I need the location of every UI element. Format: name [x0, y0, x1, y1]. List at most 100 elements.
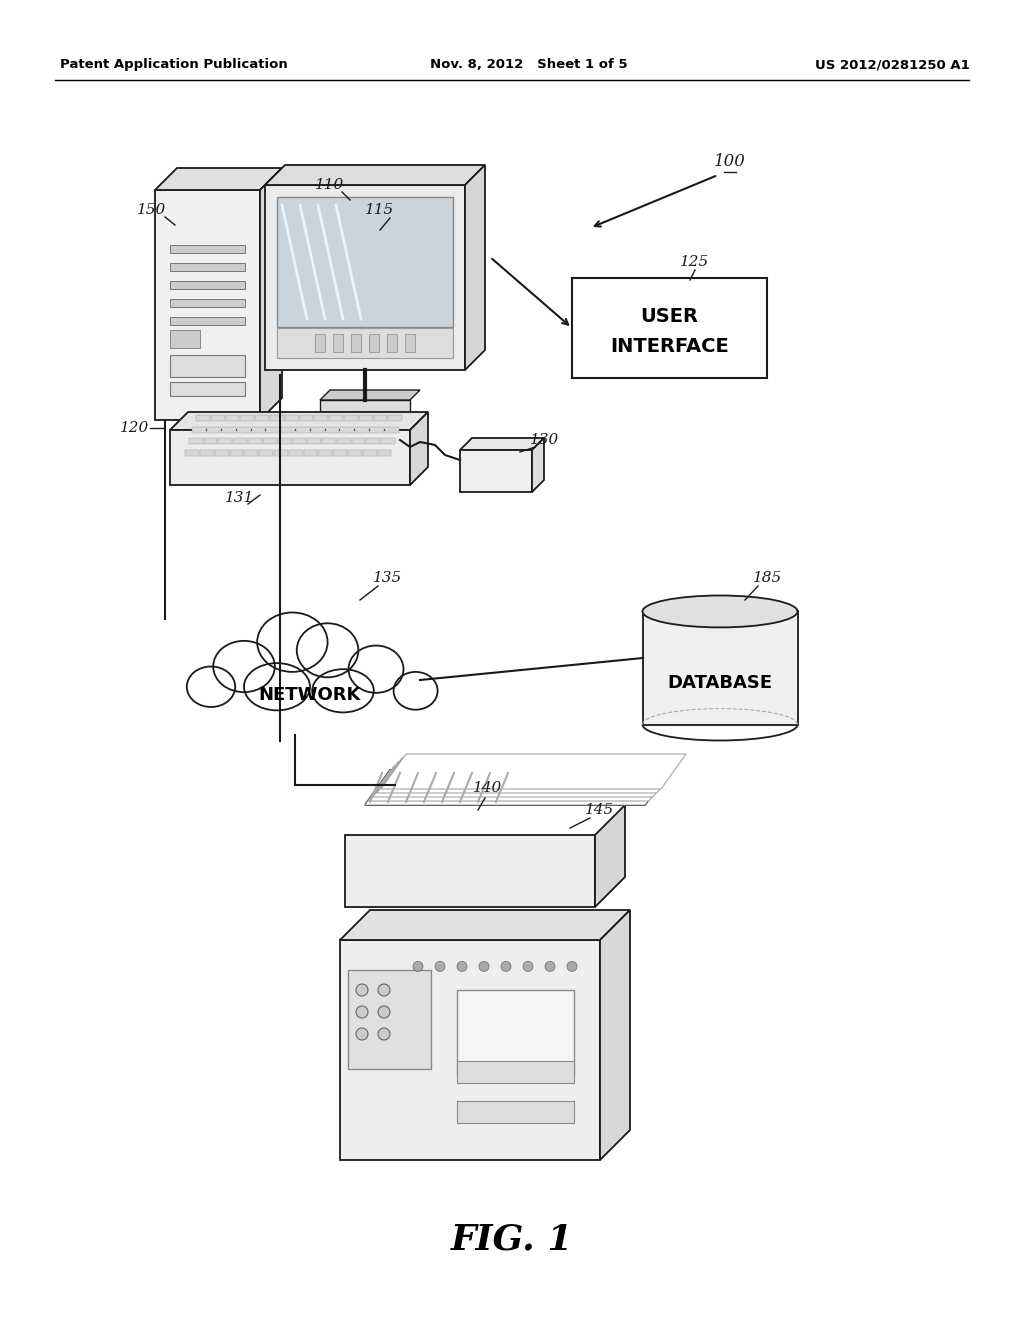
Bar	[457, 1061, 574, 1082]
Bar	[170, 355, 245, 378]
Polygon shape	[170, 412, 428, 430]
Polygon shape	[319, 389, 420, 400]
Polygon shape	[367, 438, 380, 445]
Circle shape	[501, 961, 511, 972]
Circle shape	[545, 961, 555, 972]
Text: 150: 150	[137, 203, 167, 216]
Ellipse shape	[297, 623, 358, 677]
Polygon shape	[303, 450, 317, 455]
Bar	[369, 334, 379, 352]
Bar	[406, 334, 415, 352]
Polygon shape	[265, 185, 465, 370]
Text: 120: 120	[121, 421, 150, 436]
Polygon shape	[207, 426, 221, 433]
Polygon shape	[340, 426, 354, 433]
Text: Nov. 8, 2012   Sheet 1 of 5: Nov. 8, 2012 Sheet 1 of 5	[430, 58, 628, 71]
Circle shape	[378, 983, 390, 997]
Polygon shape	[351, 438, 366, 445]
Circle shape	[378, 1028, 390, 1040]
Polygon shape	[204, 438, 217, 445]
Polygon shape	[278, 438, 292, 445]
Polygon shape	[155, 190, 260, 420]
Polygon shape	[188, 438, 203, 445]
Polygon shape	[185, 450, 199, 455]
Text: 110: 110	[315, 178, 345, 191]
Bar	[457, 1101, 574, 1122]
Polygon shape	[300, 414, 313, 421]
Text: 115: 115	[366, 203, 394, 216]
Polygon shape	[460, 450, 532, 492]
Text: DATABASE: DATABASE	[668, 675, 772, 692]
Text: 130: 130	[530, 433, 560, 447]
Polygon shape	[340, 940, 600, 1160]
Polygon shape	[385, 426, 398, 433]
Polygon shape	[410, 412, 428, 484]
Bar	[348, 970, 431, 1069]
Polygon shape	[265, 165, 485, 185]
Polygon shape	[289, 450, 303, 455]
Bar	[351, 334, 361, 352]
Text: NETWORK: NETWORK	[259, 686, 361, 704]
Polygon shape	[285, 414, 299, 421]
Polygon shape	[225, 414, 240, 421]
Bar	[315, 334, 325, 352]
Polygon shape	[388, 414, 402, 421]
Bar	[457, 990, 574, 1073]
Text: USER: USER	[640, 306, 698, 326]
Polygon shape	[215, 450, 228, 455]
Circle shape	[457, 961, 467, 972]
Polygon shape	[155, 168, 282, 190]
Text: US 2012/0281250 A1: US 2012/0281250 A1	[815, 58, 970, 71]
Polygon shape	[362, 450, 377, 455]
Polygon shape	[248, 438, 262, 445]
Polygon shape	[311, 426, 325, 433]
Polygon shape	[307, 438, 322, 445]
Polygon shape	[329, 414, 343, 421]
Polygon shape	[259, 450, 273, 455]
Polygon shape	[377, 758, 682, 793]
Ellipse shape	[213, 640, 274, 692]
Text: 125: 125	[680, 255, 710, 269]
Polygon shape	[333, 450, 347, 455]
Polygon shape	[345, 836, 595, 907]
Text: 131: 131	[225, 491, 255, 506]
Polygon shape	[260, 168, 282, 420]
Bar	[170, 246, 245, 253]
Polygon shape	[233, 438, 247, 445]
Circle shape	[479, 961, 489, 972]
Circle shape	[523, 961, 534, 972]
Polygon shape	[218, 438, 232, 445]
Bar	[278, 197, 453, 327]
Ellipse shape	[257, 612, 328, 672]
Circle shape	[356, 983, 368, 997]
Polygon shape	[378, 450, 391, 455]
Polygon shape	[532, 438, 544, 492]
Bar	[319, 400, 410, 418]
Polygon shape	[381, 754, 686, 789]
Bar	[200, 667, 420, 734]
Bar	[333, 334, 343, 352]
Circle shape	[413, 961, 423, 972]
Polygon shape	[595, 805, 625, 907]
Polygon shape	[200, 450, 214, 455]
Circle shape	[435, 961, 445, 972]
Polygon shape	[196, 414, 210, 421]
Polygon shape	[229, 450, 244, 455]
Circle shape	[567, 961, 577, 972]
Polygon shape	[270, 414, 284, 421]
Polygon shape	[296, 426, 310, 433]
Polygon shape	[600, 909, 630, 1160]
Text: 185: 185	[754, 572, 782, 585]
Polygon shape	[365, 770, 670, 805]
Polygon shape	[241, 414, 254, 421]
Polygon shape	[314, 414, 329, 421]
Bar	[170, 330, 200, 348]
Bar	[387, 334, 397, 352]
Ellipse shape	[244, 663, 310, 710]
Polygon shape	[369, 766, 674, 801]
Circle shape	[378, 1006, 390, 1018]
Polygon shape	[373, 762, 678, 797]
Polygon shape	[282, 426, 295, 433]
Polygon shape	[193, 426, 206, 433]
Ellipse shape	[642, 595, 798, 627]
